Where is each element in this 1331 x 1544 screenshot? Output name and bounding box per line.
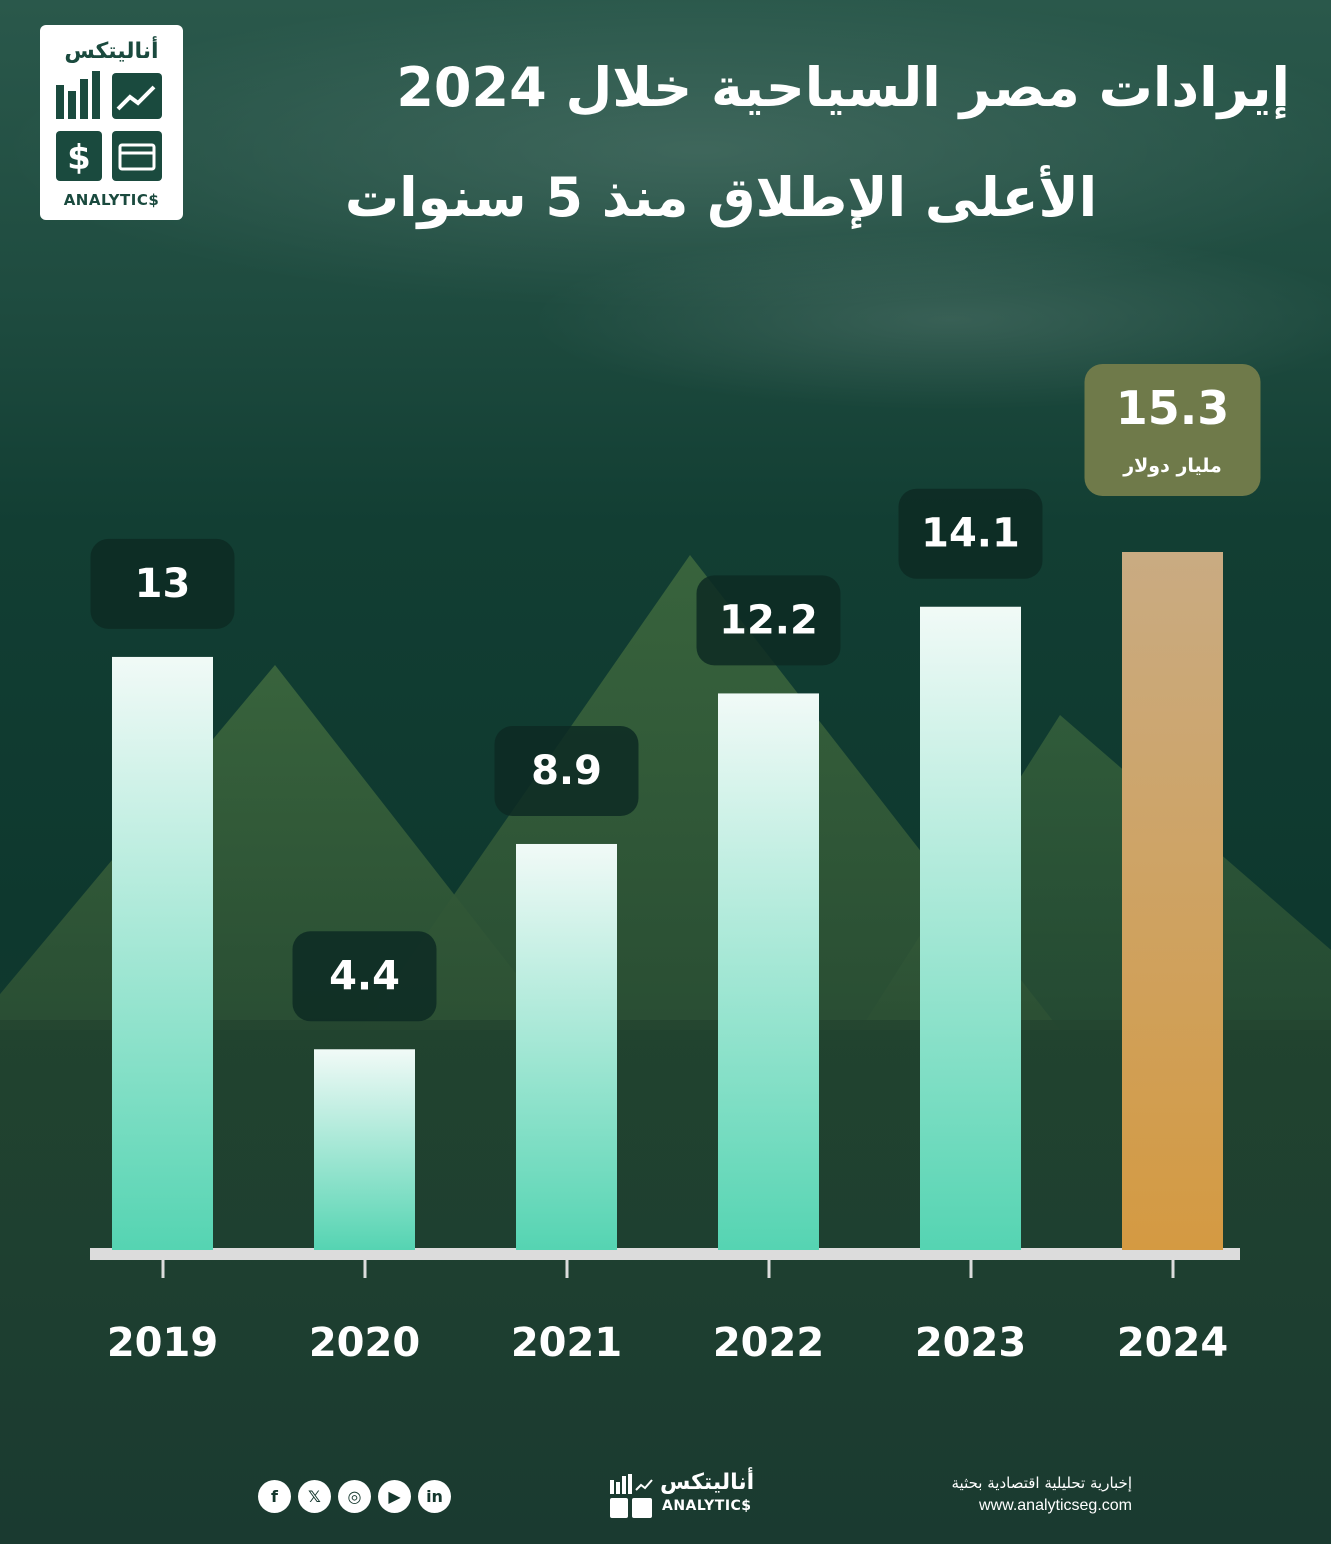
page-subtitle: الأعلى الإطلاق منذ 5 سنوات — [344, 166, 1098, 229]
x-tick — [1171, 1260, 1175, 1278]
x-tick — [767, 1260, 771, 1278]
x-tick-label: 2019 — [107, 1320, 218, 1366]
value-label: 15.3 — [1116, 381, 1230, 435]
bar-2023 — [920, 606, 1021, 1250]
instagram-icon[interactable]: ◎ — [338, 1480, 371, 1513]
bar-2020 — [314, 1049, 415, 1250]
footer-tagline: إخبارية تحليلية اقتصادية بحثية — [951, 1474, 1132, 1492]
svg-text:$: $ — [67, 138, 91, 178]
footer-logo-english: ANALYTIC$ — [662, 1498, 752, 1514]
value-label: 14.1 — [921, 511, 1020, 557]
value-label: 8.9 — [531, 748, 602, 794]
brand-logo: أناليتكس $ ANALYTIC$ — [40, 25, 183, 220]
value-label: 13 — [135, 561, 191, 607]
x-tick — [565, 1260, 569, 1278]
logo-arabic-text: أناليتكس — [64, 39, 159, 64]
unit-label: مليار دولار — [1122, 455, 1222, 477]
page-title: إيرادات مصر السياحية خلال 2024 — [396, 56, 1290, 119]
x-tick — [363, 1260, 367, 1278]
bar-2024 — [1122, 552, 1223, 1250]
x-tick-label: 2022 — [713, 1320, 824, 1366]
x-tick-label: 2021 — [511, 1320, 622, 1366]
value-label: 4.4 — [329, 953, 400, 999]
x-tick-label: 2020 — [309, 1320, 420, 1366]
value-label-box — [898, 488, 1043, 579]
linkedin-icon[interactable]: in — [418, 1480, 451, 1513]
x-axis-baseline — [90, 1248, 1240, 1260]
facebook-icon[interactable]: f — [258, 1480, 291, 1513]
footer-analytics-icon — [610, 1474, 653, 1518]
bar-2022 — [718, 693, 819, 1250]
value-label-box — [292, 931, 437, 1022]
x-tick-label: 2024 — [1117, 1320, 1228, 1366]
value-label: 12.2 — [719, 597, 818, 643]
social-links: f 𝕏 ◎ ▶ in — [258, 1480, 451, 1513]
youtube-icon[interactable]: ▶ — [378, 1480, 411, 1513]
value-label-box — [1084, 364, 1261, 496]
footer-url[interactable]: www.analyticseg.com — [979, 1497, 1132, 1514]
footer-logo-arabic: أناليتكس — [660, 1470, 755, 1495]
value-label-box — [90, 538, 235, 629]
analytics-logo-icon: $ — [56, 71, 162, 181]
logo-english-text: ANALYTIC$ — [63, 191, 160, 209]
value-label-box — [494, 725, 639, 816]
bar-2021 — [516, 843, 617, 1250]
value-label-box — [696, 575, 841, 666]
footer-logo: أناليتكس ANALYTIC$ — [610, 1470, 770, 1522]
x-tick — [161, 1260, 165, 1278]
x-tick-label: 2023 — [915, 1320, 1026, 1366]
bar-2019 — [112, 656, 213, 1250]
x-icon[interactable]: 𝕏 — [298, 1480, 331, 1513]
x-tick — [969, 1260, 973, 1278]
